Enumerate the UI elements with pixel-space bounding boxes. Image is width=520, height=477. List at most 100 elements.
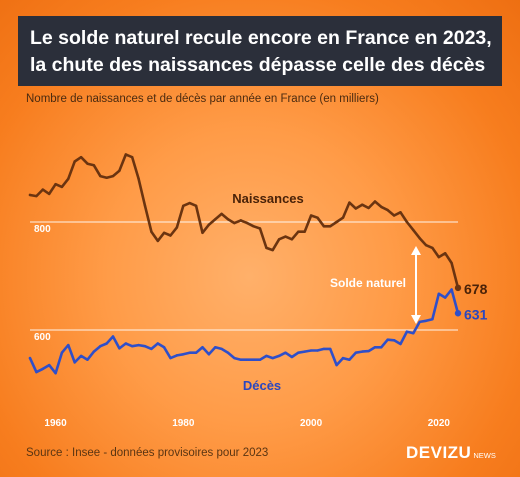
solde-arrow-head-up (411, 246, 421, 255)
series-line-deaths (28, 288, 460, 375)
data-point-deaths (392, 339, 396, 342)
data-point-deaths (150, 347, 153, 351)
data-point-deaths (73, 361, 76, 364)
data-point-births (233, 221, 236, 225)
data-point-births (188, 201, 191, 205)
data-point-births (354, 207, 357, 210)
data-point-deaths (220, 347, 223, 351)
data-point-deaths (380, 346, 383, 349)
data-point-births (329, 225, 332, 228)
data-point-births (360, 203, 364, 206)
data-point-births (348, 201, 351, 204)
data-point-deaths (431, 318, 434, 321)
data-point-births (252, 225, 255, 228)
data-point-deaths (188, 351, 191, 354)
data-point-births (156, 239, 159, 243)
data-point-deaths (111, 335, 115, 338)
data-point-deaths (348, 358, 351, 361)
data-point-deaths (47, 363, 51, 367)
data-point-deaths (373, 346, 377, 349)
data-point-births (28, 193, 32, 197)
x-tick-label-1960: 1960 (44, 418, 67, 429)
data-point-births (437, 255, 441, 259)
data-point-births (131, 156, 134, 159)
data-point-births (303, 230, 306, 233)
data-point-deaths (41, 367, 44, 371)
data-point-births (412, 228, 415, 232)
data-point-births (207, 223, 211, 226)
data-point-deaths (175, 354, 179, 357)
data-point-deaths (367, 349, 370, 353)
data-point-births (35, 194, 38, 198)
data-point-deaths (297, 351, 300, 354)
data-point-deaths (79, 354, 83, 358)
data-point-deaths (335, 363, 338, 367)
data-point-births (405, 220, 409, 224)
series-line-births (28, 153, 460, 290)
data-point-births (450, 261, 453, 265)
data-point-deaths (290, 355, 294, 359)
x-tick-label-2000: 2000 (300, 418, 323, 429)
data-point-deaths (67, 343, 70, 347)
end-point-births (454, 284, 462, 292)
brand-logo: DEVIZU NEWS (406, 443, 496, 463)
x-tick-label-2020: 2020 (428, 418, 451, 429)
data-point-deaths (277, 354, 281, 358)
data-point-deaths (35, 370, 38, 374)
data-point-deaths (245, 358, 249, 361)
data-point-births (47, 192, 51, 196)
data-point-deaths (233, 356, 236, 360)
data-point-births (271, 248, 274, 252)
data-point-births (99, 174, 102, 178)
data-point-deaths (303, 350, 306, 353)
data-point-births (194, 204, 198, 207)
data-point-deaths (405, 330, 409, 333)
data-point-deaths (92, 350, 96, 353)
data-point-births (150, 230, 153, 233)
data-point-deaths (450, 288, 453, 291)
data-point-births (284, 235, 287, 238)
data-point-births (386, 208, 389, 212)
data-point-deaths (99, 345, 102, 348)
brand-suffix: NEWS (473, 451, 496, 460)
data-point-deaths (341, 356, 345, 360)
data-point-deaths (169, 356, 172, 360)
data-point-deaths (194, 351, 198, 354)
title-line-1: Le solde naturel recule encore en France… (30, 27, 492, 49)
title-banner: Le solde naturel recule encore en France… (18, 16, 502, 86)
solde-annotation: Solde naturel (330, 276, 406, 290)
title-line-2: la chute des naissances dépasse celle de… (30, 54, 486, 76)
data-point-births (137, 177, 140, 180)
data-point-deaths (354, 351, 357, 354)
data-point-births (265, 246, 268, 250)
data-point-births (201, 231, 204, 234)
data-point-births (322, 225, 326, 228)
data-point-births (309, 214, 313, 217)
data-point-births (335, 220, 338, 224)
data-point-births (258, 227, 262, 230)
data-point-deaths (271, 356, 274, 360)
data-point-births (277, 238, 281, 241)
data-point-deaths (162, 346, 166, 349)
data-point-births (444, 252, 447, 255)
data-point-deaths (360, 350, 364, 353)
data-point-births (162, 231, 166, 234)
data-point-deaths (437, 292, 441, 296)
data-point-deaths (201, 346, 204, 349)
data-point-births (380, 205, 383, 209)
data-point-deaths (86, 358, 89, 361)
data-point-deaths (60, 351, 64, 354)
data-point-births (92, 164, 96, 167)
data-point-births (86, 162, 89, 165)
end-value-label-deaths: 631 (464, 306, 488, 322)
data-point-births (175, 226, 179, 229)
data-point-births (169, 234, 172, 237)
data-point-deaths (226, 351, 230, 354)
data-point-deaths (214, 346, 217, 349)
data-point-deaths (265, 354, 268, 358)
data-point-deaths (105, 342, 108, 345)
data-point-deaths (316, 349, 319, 352)
data-point-births (341, 216, 345, 219)
data-point-deaths (207, 353, 211, 356)
